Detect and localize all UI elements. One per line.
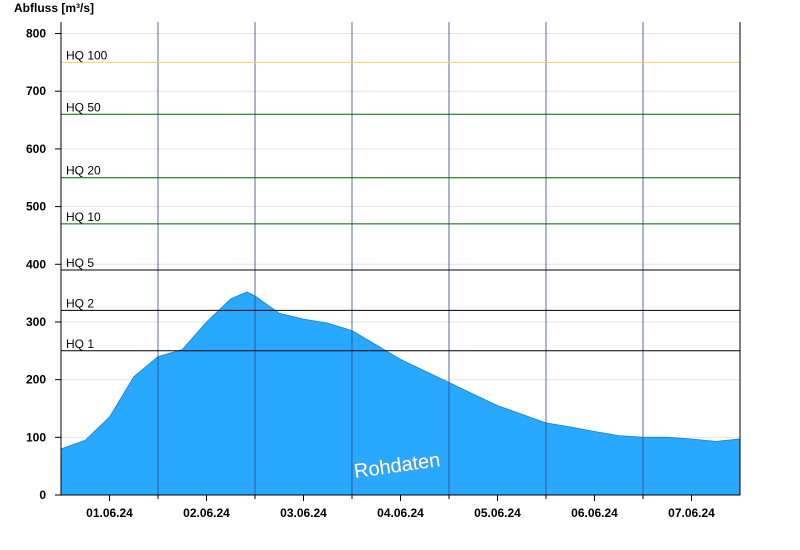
day-separators — [157, 22, 644, 495]
y-tick-label-200: 200 — [26, 373, 46, 387]
hq-2-label: HQ 2 — [66, 296, 94, 310]
x-tick-label-2: 03.06.24 — [280, 506, 327, 520]
discharge-series-0 — [60, 291, 741, 496]
threshold-lines: HQ 1 HQ 2 HQ 5 HQ 10 HQ 20 HQ 50 HQ 100 — [61, 48, 740, 352]
y-tick-label-700: 700 — [26, 84, 46, 98]
discharge-area — [60, 291, 741, 496]
hq-100-label: HQ 100 — [66, 48, 108, 62]
hq-10-label: HQ 10 — [66, 210, 101, 224]
y-tick-label-400: 400 — [26, 257, 46, 271]
hq-5-label: HQ 5 — [66, 256, 94, 270]
hq-50-label: HQ 50 — [66, 100, 101, 114]
x-tick-label-3: 04.06.24 — [377, 506, 424, 520]
x-tick-label-4: 05.06.24 — [474, 506, 521, 520]
y-axis-label: Abfluss [m³/s] — [14, 1, 94, 15]
y-tick-label-300: 300 — [26, 315, 46, 329]
y-tick-label-600: 600 — [26, 142, 46, 156]
hq-20-label: HQ 20 — [66, 164, 101, 178]
y-tick-label-0: 0 — [39, 488, 46, 502]
x-tick-label-0: 01.06.24 — [86, 506, 133, 520]
x-tick-label-6: 07.06.24 — [668, 506, 715, 520]
x-tick-label-5: 06.06.24 — [571, 506, 618, 520]
axes: 0 100 200 300 400 500 600 700 800 01.06.24 02.06.2… — [26, 22, 741, 520]
y-tick-label-100: 100 — [26, 430, 46, 444]
y-tick-label-500: 500 — [26, 200, 46, 214]
hq-1-label: HQ 1 — [66, 337, 94, 351]
y-tick-label-800: 800 — [26, 27, 46, 41]
x-tick-label-1: 02.06.24 — [183, 506, 230, 520]
